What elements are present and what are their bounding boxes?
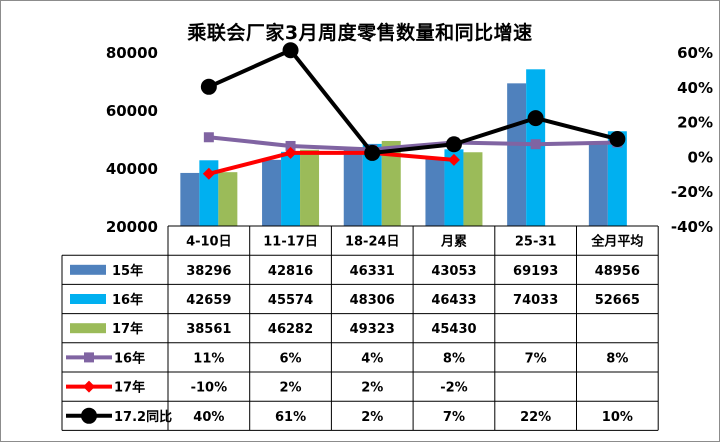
bar-17年-18-24日 — [381, 140, 401, 226]
bar-15年-25-31 — [507, 83, 527, 226]
x-tick-label: 11-17日 — [263, 235, 318, 250]
data-label: 2% — [361, 410, 383, 425]
y-left-tick-label: 60000 — [106, 102, 158, 120]
point-17.2同比-25-31 — [527, 110, 544, 127]
x-tick-label: 25-31 — [515, 235, 557, 250]
y-right-tick-label: 40% — [677, 79, 713, 97]
data-label: 48956 — [595, 264, 640, 279]
legend-label: 16年 — [112, 292, 143, 308]
bar-15年-4-10日 — [180, 172, 200, 226]
x-tick-label: 月累 — [440, 234, 467, 250]
data-label: 8% — [606, 351, 628, 366]
data-label: 10% — [602, 410, 633, 425]
legend-marker-17年 — [83, 380, 95, 393]
bar-17年-4-10日 — [218, 172, 238, 226]
y-right-tick-label: 20% — [677, 114, 713, 132]
data-label: 22% — [520, 410, 551, 425]
x-tick-label: 全月平均 — [590, 234, 643, 250]
data-label: 38561 — [186, 322, 231, 337]
point-17.2同比-月累 — [445, 136, 462, 153]
bar-15年-全月平均 — [588, 142, 608, 226]
data-label: 40% — [193, 410, 224, 425]
legend-label: 17年 — [114, 380, 145, 396]
point-17年-11-17日 — [284, 146, 297, 159]
data-label: 69193 — [513, 264, 558, 279]
point-17.2同比-4-10日 — [200, 78, 217, 95]
bar-15年-18-24日 — [343, 149, 363, 226]
data-label: 42816 — [268, 264, 313, 279]
data-label: 49323 — [350, 322, 395, 337]
bar-16年-月累 — [444, 149, 464, 226]
data-label: 52665 — [595, 293, 640, 308]
legend-label: 15年 — [112, 263, 143, 279]
data-label: 8% — [443, 351, 465, 366]
data-label: 74033 — [513, 293, 558, 308]
data-label: 48306 — [350, 293, 395, 308]
bar-16年-4-10日 — [199, 160, 219, 226]
data-label: 43053 — [431, 264, 476, 279]
chart-title: 乘联会厂家3月周度零售数量和同比增速 — [187, 22, 533, 44]
data-label: 46433 — [431, 293, 476, 308]
data-label: 45574 — [268, 293, 313, 308]
data-label: 4% — [361, 351, 383, 366]
data-label: 46282 — [268, 322, 313, 337]
data-label: -2% — [440, 381, 467, 396]
bar-16年-全月平均 — [607, 131, 627, 226]
data-label: 6% — [280, 351, 302, 366]
y-left-tick-label: 20000 — [106, 218, 158, 236]
y-right-tick-label: 0% — [688, 148, 713, 166]
line-16年 — [208, 135, 618, 152]
point-17年-4-10日 — [202, 167, 215, 180]
legend-swatch-bar-15年 — [70, 264, 106, 275]
x-tick-label: 18-24日 — [345, 235, 400, 250]
bar-15年-月累 — [425, 159, 445, 226]
data-label: 45430 — [431, 322, 476, 337]
data-label: 7% — [443, 410, 465, 425]
legend-marker-17.2同比 — [81, 407, 97, 424]
data-label: 38296 — [186, 264, 231, 279]
line-17年 — [208, 150, 455, 176]
point-17.2同比-18-24日 — [364, 144, 381, 161]
legend-label: 17年 — [112, 321, 143, 337]
data-label: -10% — [191, 381, 228, 396]
y-left-tick-label: 80000 — [106, 44, 158, 62]
data-label: 46331 — [350, 264, 395, 279]
legend-label: 17.2同比 — [114, 409, 172, 425]
y-left-tick-label: 40000 — [106, 160, 158, 178]
legend-swatch-bar-17年 — [70, 323, 106, 334]
bar-15年-11-17日 — [262, 159, 282, 226]
bar-16年-18-24日 — [362, 143, 382, 226]
y-right-tick-label: 60% — [677, 44, 713, 62]
y-right-tick-label: -20% — [671, 183, 713, 201]
point-16年-11-17日 — [285, 140, 296, 151]
point-16年-4-10日 — [203, 132, 214, 143]
legend-label: 16年 — [114, 350, 145, 366]
bar-17年-月累 — [463, 152, 483, 226]
bar-17年-11-17日 — [300, 149, 320, 226]
legend-marker-16年 — [84, 352, 94, 363]
line-17.2同比 — [208, 48, 618, 155]
point-17.2同比-11-17日 — [282, 42, 299, 59]
point-16年-25-31 — [530, 139, 541, 150]
data-label: 11% — [193, 351, 224, 366]
data-label: 2% — [280, 381, 302, 396]
bar-16年-11-17日 — [281, 151, 301, 226]
data-label: 7% — [525, 351, 547, 366]
data-label: 42659 — [186, 293, 231, 308]
legend-swatch-bar-16年 — [70, 294, 106, 304]
x-tick-label: 4-10日 — [186, 235, 232, 250]
point-17年-月累 — [447, 153, 460, 166]
point-17.2同比-全月平均 — [609, 131, 626, 147]
data-label: 61% — [275, 410, 306, 425]
y-right-tick-label: -40% — [671, 218, 713, 236]
data-label: 2% — [361, 381, 383, 396]
